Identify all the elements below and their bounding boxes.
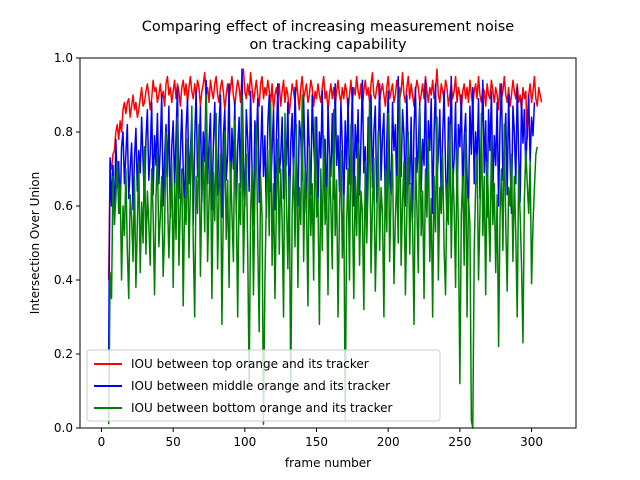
x-tick-label: 150 <box>305 435 328 449</box>
chart-title-line-2: on tracking capability <box>249 37 407 53</box>
y-tick-label: 0.6 <box>54 199 73 213</box>
legend: IOU between top orange and its tracker I… <box>86 349 441 422</box>
y-tick-label: 1.0 <box>54 51 73 65</box>
x-tick-label: 0 <box>98 435 106 449</box>
y-tick-label: 0.2 <box>54 347 73 361</box>
plot-frame <box>79 57 577 429</box>
x-tick-label: 200 <box>377 435 400 449</box>
x-axis-ticks: 0 50 100 150 200 250 300 <box>98 428 543 449</box>
x-axis-label: frame number <box>285 456 371 470</box>
x-tick-label: 50 <box>166 435 181 449</box>
series-lines <box>107 68 543 429</box>
series-line-top-orange <box>107 68 543 281</box>
x-tick-label: 300 <box>520 435 543 449</box>
x-tick-label: 100 <box>233 435 256 449</box>
y-tick-label: 0.0 <box>54 421 73 435</box>
series-line-bottom-orange <box>107 86 539 429</box>
y-axis-ticks: 0.0 0.2 0.4 0.6 0.8 1.0 <box>54 51 80 435</box>
x-tick-label: 250 <box>448 435 471 449</box>
y-tick-label: 0.8 <box>54 125 73 139</box>
y-axis-label: Intersection Over Union <box>28 172 42 315</box>
y-tick-label: 0.4 <box>54 273 73 287</box>
legend-label-1: IOU between middle orange and its tracke… <box>131 379 390 393</box>
legend-label-0: IOU between top orange and its tracker <box>131 357 369 371</box>
legend-label-2: IOU between bottom orange and its tracke… <box>131 401 393 415</box>
series-line-middle-orange <box>107 68 536 351</box>
chart-title-line-1: Comparing effect of increasing measureme… <box>142 19 515 35</box>
legend-box <box>86 349 441 422</box>
